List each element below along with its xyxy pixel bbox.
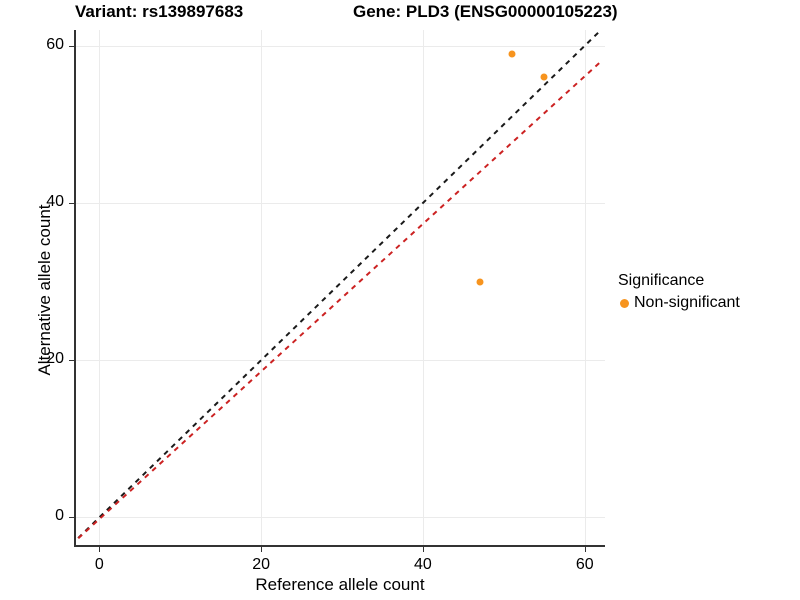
x-axis-tick-label: 40 xyxy=(414,556,432,573)
gridline-vertical xyxy=(422,30,424,545)
y-axis-tick xyxy=(69,45,75,47)
y-axis-tick xyxy=(69,202,75,204)
y-axis-tick-label: 20 xyxy=(46,350,64,368)
legend-title: Significance xyxy=(618,272,705,289)
identity-line xyxy=(75,30,602,543)
x-axis-tick xyxy=(261,546,263,552)
legend-item[interactable]: Non-significant xyxy=(618,294,793,312)
gridline-vertical xyxy=(261,30,263,545)
legend-item-label: Non-significant xyxy=(634,294,740,311)
x-axis-tick xyxy=(584,546,586,552)
gridline-horizontal xyxy=(75,202,605,204)
y-axis-tick xyxy=(69,360,75,362)
data-point xyxy=(540,73,548,81)
y-axis-tick xyxy=(69,517,75,519)
figure-title-row: Variant: rs139897683 Gene: PLD3 (ENSG000… xyxy=(75,2,715,28)
gridline-horizontal xyxy=(75,45,605,47)
x-axis-tick-label: 60 xyxy=(575,556,594,573)
legend: Significance Non-significant xyxy=(618,272,793,312)
plot-panel xyxy=(75,30,605,545)
x-axis-tick xyxy=(99,546,101,552)
gridline-horizontal xyxy=(75,360,605,362)
gridline-vertical xyxy=(584,30,586,545)
data-point xyxy=(508,50,516,58)
x-axis-tick xyxy=(422,546,424,552)
x-axis-title: Reference allele count xyxy=(255,575,425,594)
y-axis-line xyxy=(74,30,76,546)
x-axis-tick-label: 20 xyxy=(252,556,270,573)
gene-title: Gene: PLD3 (ENSG00000105223) xyxy=(353,2,618,21)
y-axis-tick-label: 60 xyxy=(46,35,64,53)
x-axis-tick-label: 0 xyxy=(94,556,104,573)
fit-line xyxy=(75,60,602,543)
reference-lines-layer xyxy=(75,30,602,543)
variant-title: Variant: rs139897683 xyxy=(75,2,244,21)
legend-items: Non-significant xyxy=(618,294,793,312)
legend-dot-icon xyxy=(620,298,629,308)
gridline-horizontal xyxy=(75,517,605,519)
y-axis-title: Alternative allele count xyxy=(35,204,54,376)
y-axis-tick-label: 40 xyxy=(46,192,64,210)
gridline-vertical xyxy=(99,30,101,545)
y-axis-tick-label: 0 xyxy=(55,507,64,525)
x-axis-line xyxy=(74,545,605,547)
data-point xyxy=(476,278,484,286)
